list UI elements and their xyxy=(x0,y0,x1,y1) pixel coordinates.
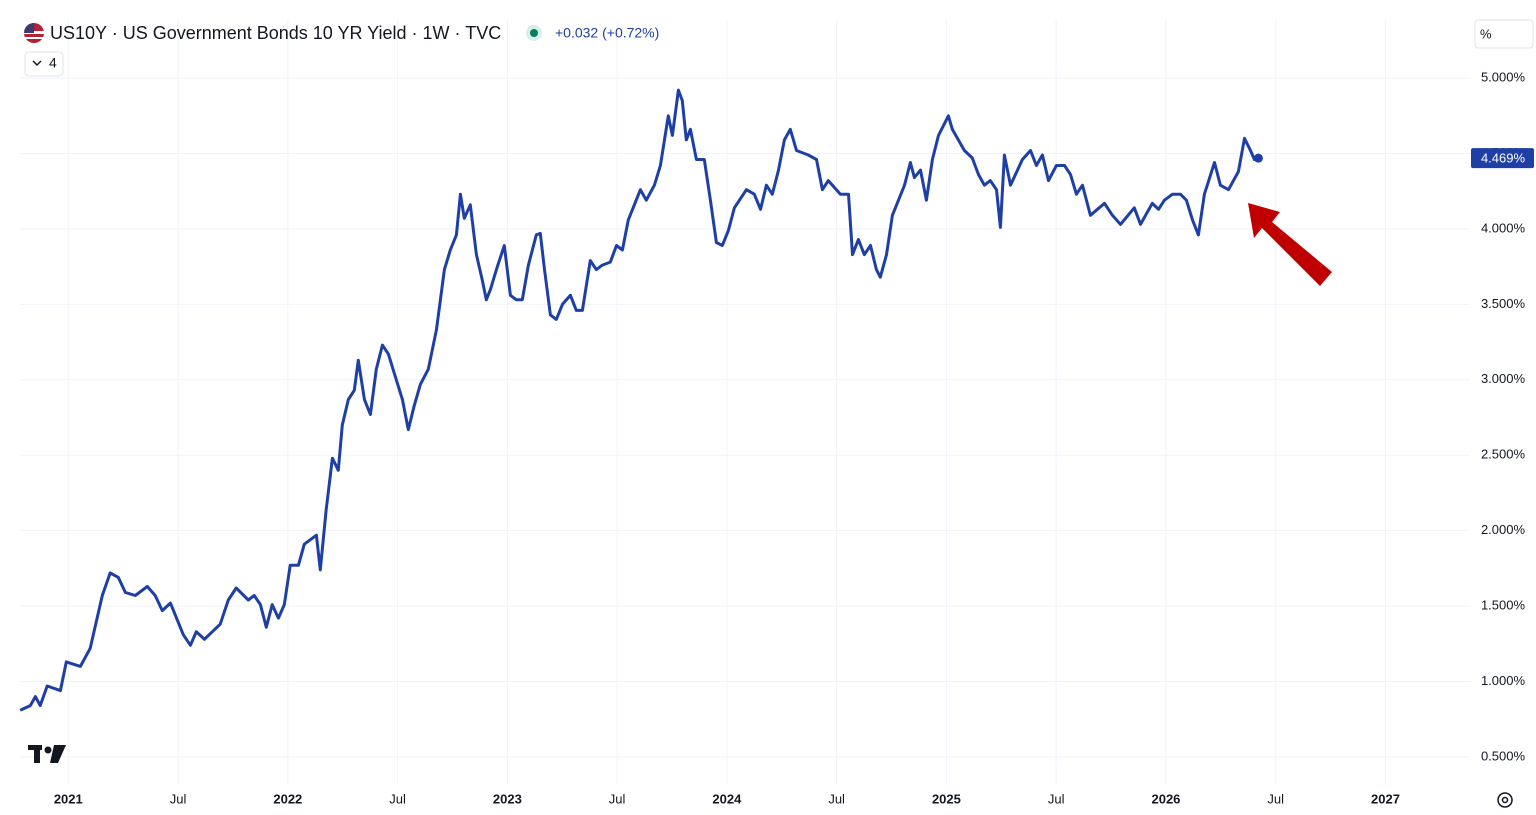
scale-button[interactable]: % xyxy=(1474,19,1534,49)
x-tick-label: 2022 xyxy=(273,791,302,806)
indicator-toggle[interactable]: 4 xyxy=(24,51,64,77)
y-tick-label: 1.500% xyxy=(1481,598,1526,613)
plot-area xyxy=(19,88,1263,712)
x-tick-label: Jul xyxy=(609,791,626,806)
status-dot xyxy=(530,29,538,37)
y-tick-label: 2.500% xyxy=(1481,447,1526,462)
change-label: +0.032 (+0.72%) xyxy=(555,25,659,41)
x-tick-label: 2025 xyxy=(932,791,961,806)
y-tick-label: 3.500% xyxy=(1481,296,1526,311)
price-tag-label: 4.469% xyxy=(1481,151,1526,166)
x-tick-label: 2027 xyxy=(1371,791,1400,806)
x-tick-label: Jul xyxy=(1267,791,1284,806)
x-tick-label: Jul xyxy=(828,791,845,806)
price-line xyxy=(19,88,1259,712)
flag-icon xyxy=(24,23,44,43)
y-tick-label: 0.500% xyxy=(1481,748,1526,763)
y-tick-label: 2.000% xyxy=(1481,522,1526,537)
x-tick-label: 2026 xyxy=(1151,791,1180,806)
x-tick-label: 2021 xyxy=(54,791,83,806)
indicator-count: 4 xyxy=(49,55,57,71)
y-tick-label: 4.000% xyxy=(1481,220,1526,235)
y-tick-label: 1.000% xyxy=(1481,673,1526,688)
x-tick-label: Jul xyxy=(170,791,187,806)
y-tick-label: 3.000% xyxy=(1481,371,1526,386)
annotation-arrow xyxy=(1248,203,1332,286)
x-tick-label: Jul xyxy=(1048,791,1065,806)
grid xyxy=(20,20,1470,785)
x-tick-label: Jul xyxy=(389,791,406,806)
x-tick-label: 2023 xyxy=(493,791,522,806)
price-tag xyxy=(1471,148,1534,169)
x-tick-label: 2024 xyxy=(712,791,742,806)
chart-title: US10Y · US Government Bonds 10 YR Yield … xyxy=(50,23,501,43)
tv-logo xyxy=(28,745,66,763)
scale-mode: % xyxy=(1480,26,1492,41)
last-point xyxy=(1253,153,1263,163)
y-tick-label: 5.000% xyxy=(1481,69,1526,84)
settings-icon[interactable] xyxy=(1497,792,1513,808)
